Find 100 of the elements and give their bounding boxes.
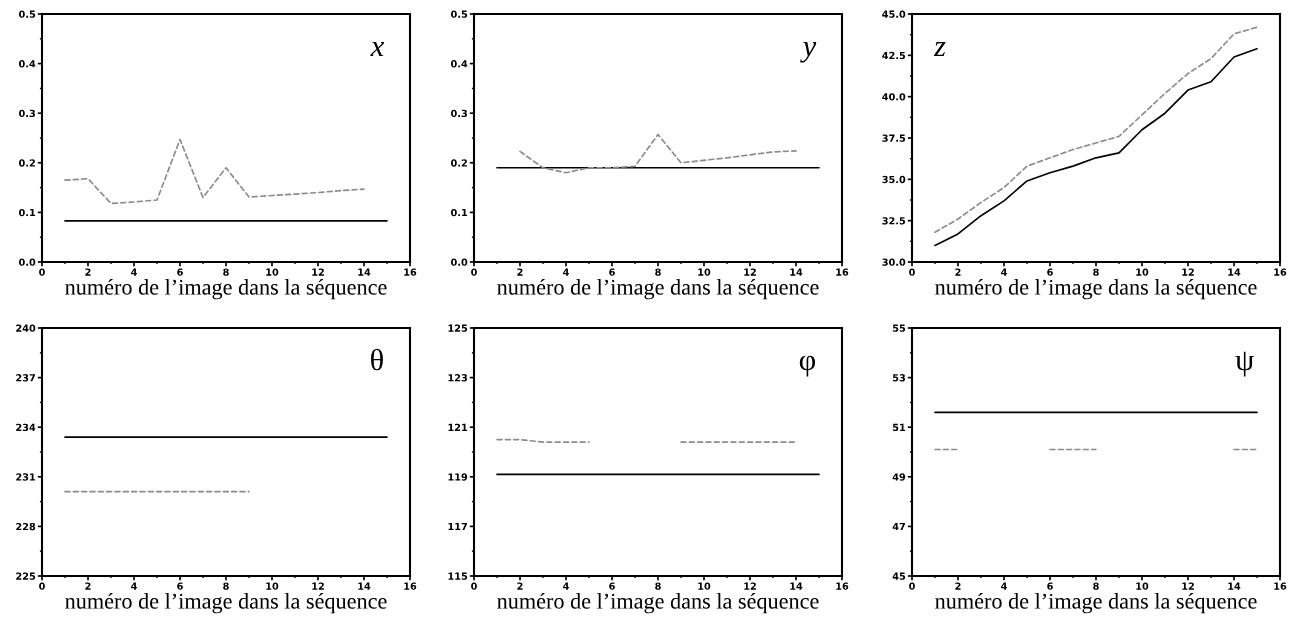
x-tick-label: 6: [609, 268, 615, 276]
y-tick-label: 121: [448, 423, 468, 431]
x-tick-label: 10: [1136, 268, 1149, 276]
x-tick-label: 8: [1093, 582, 1099, 590]
y-tick-label: 45.0: [882, 10, 906, 18]
x-tick-label: 16: [404, 582, 417, 590]
x-tick-label: 2: [955, 268, 961, 276]
x-tick-label: 16: [1274, 582, 1287, 590]
x-tick-label: 10: [698, 582, 711, 590]
y-tick-label: 53: [892, 374, 905, 382]
x-tick-label: 4: [563, 582, 569, 590]
y-tick-label: 55: [892, 324, 906, 332]
x-tick-label: 8: [655, 582, 661, 590]
x-tick-label: 12: [312, 268, 324, 276]
x-tick-label: 4: [563, 268, 569, 276]
x-tick-label: 0: [39, 582, 45, 590]
y-tick-label: 237: [16, 374, 35, 382]
x-tick-label: 8: [223, 582, 229, 590]
text: φ: [799, 355, 816, 377]
y-tick-label: 47: [892, 523, 905, 531]
y-tick-label: 35.0: [882, 175, 906, 184]
y-tick-label: 119: [448, 473, 468, 481]
line-series: [64, 138, 365, 205]
y-tick-label: 49: [892, 473, 906, 481]
text: x: [370, 42, 385, 57]
x-tick-label: 4: [131, 268, 137, 276]
x-tick-label: 10: [1136, 582, 1149, 590]
x-tick-label: 8: [223, 268, 229, 276]
x-tick-label: 12: [1182, 582, 1194, 590]
x-tick-label: 4: [1001, 268, 1007, 276]
x-tick-label: 4: [131, 582, 137, 590]
x-tick-label: 14: [790, 268, 803, 276]
x-tick-label: 16: [404, 268, 417, 276]
x-axis-title: numéro de l’image dans la séquence: [497, 279, 819, 300]
x-tick-label: 16: [836, 582, 849, 590]
y-tick-label: 0.5: [18, 10, 36, 18]
x-tick-label: 4: [1001, 582, 1007, 590]
text: y: [800, 41, 817, 63]
text: ψ: [1235, 351, 1254, 377]
text: z: [933, 42, 946, 57]
x-tick-label: 10: [266, 268, 279, 276]
y-tick-label: 45: [892, 572, 906, 580]
y-tick-label: 225: [16, 572, 36, 580]
y-tick-label: 0.4: [18, 60, 36, 68]
y-tick-label: 0.2: [450, 159, 467, 167]
x-tick-label: 10: [266, 582, 279, 590]
y-tick-label: 30.0: [882, 258, 906, 266]
y-tick-label: 228: [16, 522, 36, 531]
x-tick-label: 6: [609, 582, 615, 590]
x-tick-label: 6: [177, 268, 183, 276]
y-tick-label: 0.0: [18, 258, 36, 266]
x-tick-label: 0: [909, 582, 915, 590]
x-tick-label: 14: [1228, 268, 1241, 276]
x-tick-label: 2: [955, 582, 961, 590]
x-tick-label: 14: [1228, 582, 1241, 590]
y-tick-label: 0.1: [18, 208, 36, 217]
x-tick-label: 14: [358, 268, 371, 276]
text: θ: [371, 348, 383, 371]
x-tick-label: 8: [1093, 268, 1099, 276]
y-tick-label: 117: [448, 523, 467, 531]
x-tick-label: 16: [836, 268, 849, 276]
y-tick-label: 37.5: [882, 134, 906, 142]
x-axis-title: numéro de l’image dans la séquence: [497, 593, 819, 614]
y-tick-label: 40.0: [882, 93, 906, 101]
x-tick-label: 12: [744, 582, 756, 590]
x-axis-title: numéro de l’image dans la séquence: [935, 279, 1257, 300]
y-tick-label: 0.3: [450, 109, 467, 118]
x-axis-title: numéro de l’image dans la séquence: [935, 593, 1257, 614]
x-tick-label: 2: [517, 582, 523, 590]
y-tick-label: 51: [892, 423, 906, 432]
x-tick-label: 0: [909, 268, 915, 276]
x-tick-label: 12: [1182, 268, 1194, 276]
y-tick-label: 231: [16, 473, 36, 481]
y-tick-label: 125: [448, 324, 468, 332]
y-tick-label: 0.1: [450, 208, 468, 217]
line-series: [519, 133, 797, 174]
y-tick-label: 0.0: [450, 258, 468, 266]
x-tick-label: 2: [85, 582, 91, 590]
y-tick-label: 234: [16, 423, 36, 432]
line-series: [934, 26, 1258, 234]
x-tick-label: 14: [358, 582, 371, 590]
x-tick-label: 16: [1274, 268, 1287, 276]
x-tick-label: 0: [471, 268, 477, 276]
x-axis-title: numéro de l’image dans la séquence: [65, 593, 387, 614]
x-tick-label: 8: [655, 268, 661, 276]
x-tick-label: 14: [790, 582, 803, 590]
x-tick-label: 6: [177, 582, 183, 590]
x-tick-label: 2: [517, 268, 523, 276]
x-tick-label: 0: [471, 582, 477, 590]
y-tick-label: 0.2: [18, 159, 35, 167]
y-tick-label: 0.4: [450, 60, 468, 68]
y-tick-label: 0.3: [18, 109, 35, 118]
x-tick-label: 0: [39, 268, 45, 276]
y-tick-label: 123: [448, 374, 467, 382]
x-tick-label: 2: [85, 268, 91, 276]
y-tick-label: 42.5: [882, 51, 906, 60]
x-axis-title: numéro de l’image dans la séquence: [65, 279, 387, 300]
y-tick-label: 32.5: [882, 217, 906, 225]
x-tick-label: 10: [698, 268, 711, 276]
x-tick-label: 6: [1047, 582, 1053, 590]
